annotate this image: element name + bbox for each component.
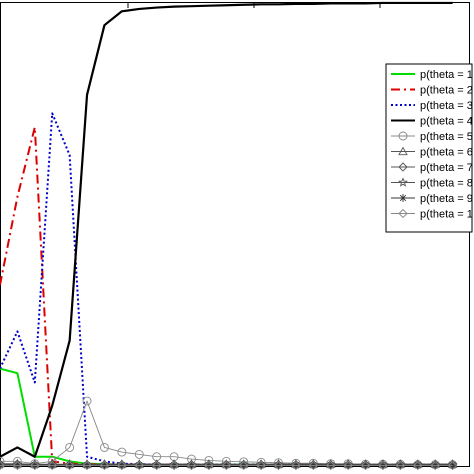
legend-item-4: p(theta = 4 <box>391 116 473 128</box>
series-line-4 <box>0 1 453 458</box>
series-5-point-7 <box>117 447 127 457</box>
series-5-point-0 <box>0 456 5 466</box>
legend-label-1: p(theta = 1 <box>420 69 473 81</box>
series-9-point-22 <box>378 461 387 470</box>
series-10-point-24 <box>413 460 423 471</box>
series-10-point-2 <box>30 460 40 471</box>
legend-label-7: p(theta = 7 <box>420 162 473 174</box>
series-10-point-17 <box>291 460 301 471</box>
series-10-point-0 <box>0 460 5 471</box>
series-10-point-19 <box>326 460 336 471</box>
series-9-point-7 <box>117 461 126 470</box>
series-5-point-5 <box>82 396 92 406</box>
series-10-point-26 <box>447 460 458 471</box>
series-9-point-9 <box>152 461 161 470</box>
legend-box <box>385 63 473 233</box>
series-10 <box>0 460 458 471</box>
series-10-point-21 <box>360 460 371 471</box>
series-10-point-13 <box>221 460 231 471</box>
legend-marker-7 <box>398 162 408 172</box>
series-10-point-5 <box>82 460 92 471</box>
series-10-point-6 <box>99 460 110 471</box>
legend-marker-8 <box>398 177 408 187</box>
legend-label-4: p(theta = 4 <box>420 116 473 128</box>
legend-label-10: p(theta = 1 <box>420 209 473 221</box>
legend-item-7: p(theta = 7 <box>391 162 473 174</box>
series-9-point-21 <box>361 461 370 470</box>
series-5-point-8 <box>134 449 144 459</box>
series-9-point-3 <box>48 461 57 470</box>
legend-item-1: p(theta = 1 <box>391 69 473 81</box>
legend: p(theta = 1 p(theta = 2 p(theta = 3 p(theta… <box>385 63 473 233</box>
series-9 <box>0 461 457 470</box>
series-9-point-10 <box>170 461 179 470</box>
series-10-point-9 <box>152 460 162 471</box>
series-9-point-15 <box>257 461 266 470</box>
legend-label-3: p(theta = 3 <box>420 100 473 112</box>
series-9-point-2 <box>30 461 39 470</box>
legend-item-6: p(theta = 6 <box>391 147 473 159</box>
series-10-point-14 <box>239 460 249 471</box>
series-10-point-20 <box>343 460 353 471</box>
series-9-point-20 <box>344 461 353 470</box>
series-9-point-24 <box>413 461 422 470</box>
legend-item-3: p(theta = 3 <box>391 100 473 112</box>
series-4 <box>0 1 453 458</box>
series-9-point-5 <box>83 461 92 470</box>
series-9-point-8 <box>135 461 144 470</box>
legend-marker-5 <box>398 131 408 141</box>
series-9-point-25 <box>431 461 440 470</box>
series-10-point-3 <box>47 460 57 471</box>
series-9-point-23 <box>396 461 405 470</box>
series-8-point-0 <box>0 459 5 469</box>
legend-item-2: p(theta = 2 <box>391 85 473 97</box>
legend-item-5: p(theta = 5 <box>391 131 473 143</box>
series-10-point-18 <box>308 460 318 471</box>
series-10-point-12 <box>204 460 214 471</box>
series-9-point-18 <box>309 461 318 470</box>
series-9-point-11 <box>187 461 196 470</box>
legend-marker-9 <box>399 194 407 202</box>
series-5-point-6 <box>99 442 109 452</box>
legend-item-8: p(theta = 8 <box>391 177 473 190</box>
series-9-point-6 <box>100 461 109 470</box>
legend-label-8: p(theta = 8 <box>420 178 473 190</box>
series-9-point-17 <box>291 461 300 470</box>
series-10-point-15 <box>256 460 266 471</box>
series-9-point-1 <box>13 461 22 470</box>
legend-label-2: p(theta = 2 <box>420 85 473 97</box>
series-10-point-23 <box>395 460 406 471</box>
series-10-point-4 <box>64 460 75 471</box>
series-5-point-4 <box>65 442 75 452</box>
series-9-point-13 <box>222 461 231 470</box>
legend-marker-6 <box>398 146 408 156</box>
series-9-point-19 <box>326 461 335 470</box>
legend-label-6: p(theta = 6 <box>420 147 473 159</box>
plot-frame <box>0 2 470 467</box>
series-layer <box>0 1 458 471</box>
series-9-point-12 <box>204 461 213 470</box>
series-10-point-11 <box>186 460 197 471</box>
series-10-point-8 <box>134 460 144 471</box>
legend-marker-10 <box>398 208 408 219</box>
series-10-point-22 <box>378 460 388 471</box>
series-10-point-7 <box>117 460 127 471</box>
series-9-point-16 <box>274 461 283 470</box>
series-10-point-10 <box>169 460 179 471</box>
legend-label-5: p(theta = 5 <box>420 131 473 143</box>
series-9-point-26 <box>448 461 457 470</box>
series-9-point-14 <box>239 461 248 470</box>
series-10-point-1 <box>12 460 23 471</box>
legend-label-9: p(theta = 9 <box>420 193 473 205</box>
series-9-point-4 <box>65 461 74 470</box>
series-10-point-25 <box>430 460 440 471</box>
legend-item-9: p(theta = 9 <box>391 193 473 205</box>
legend-item-10: p(theta = 1 <box>391 209 473 221</box>
series-10-point-16 <box>273 460 284 471</box>
